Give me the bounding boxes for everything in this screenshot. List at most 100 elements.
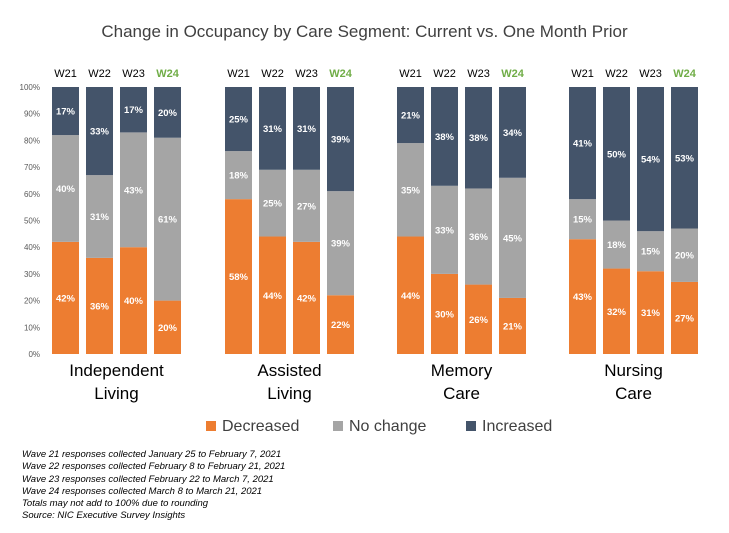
wave-label: W21 [399,68,422,80]
bar-data-label: 39% [331,239,351,250]
bar-segment-increased [259,87,286,170]
bar-segment-increased [431,87,458,186]
y-tick-label: 90% [24,110,40,119]
footnote: Source: NIC Executive Survey Insights [22,510,186,522]
y-tick-label: 10% [24,323,40,332]
bar-segment-decreased [671,281,698,354]
y-tick-label: 0% [28,350,40,359]
bar-data-label: 33% [435,225,455,236]
category-label: Care [615,384,652,403]
footnote: Wave 22 responses collected February 8 t… [22,461,286,473]
bar-segment-increased [499,87,526,178]
bar-data-label: 21% [503,321,523,332]
wave-label: W23 [467,68,490,80]
bar-segment-decreased [499,297,526,354]
category-label: Nursing [604,361,663,380]
bar-data-label: 43% [124,185,144,196]
bar-segment-no-change [154,137,181,301]
wave-label: W21 [227,68,250,80]
bar-data-label: 40% [124,296,144,307]
bar-segment-no-change [465,188,492,285]
bar-segment-increased [52,87,79,136]
bar-data-label: 31% [90,212,110,223]
bar-data-label: 38% [469,133,489,144]
bar-data-label: 53% [675,153,695,164]
y-tick-label: 20% [24,297,40,306]
bar-segment-no-change [603,220,630,269]
bar-data-label: 31% [641,308,661,319]
category-label: Assisted [257,361,321,380]
bar-data-label: 42% [297,293,317,304]
bar-segment-decreased [293,241,320,354]
bar-data-label: 45% [503,233,523,244]
bar-segment-no-change [397,143,424,237]
legend-swatch [206,421,216,431]
legend-label: No change [349,418,426,435]
bar-segment-increased [637,87,664,232]
bar-segment-decreased [86,257,113,354]
y-tick-label: 40% [24,243,40,252]
bar-segment-decreased [397,236,424,354]
bar-data-label: 61% [158,215,178,226]
wave-label: W23 [295,68,318,80]
bar-data-label: 17% [56,107,76,118]
bar-data-label: 20% [158,108,178,119]
bar-segment-increased [327,87,354,192]
wave-label: W22 [261,68,284,80]
y-tick-label: 50% [24,217,40,226]
bar-segment-decreased [225,199,252,354]
bar-data-label: 36% [90,301,110,312]
bar-data-label: 34% [503,128,523,139]
category-label: Memory [431,361,493,380]
y-tick-label: 60% [24,190,40,199]
footnotes: Wave 21 responses collected January 25 t… [22,449,285,523]
bar-segment-no-change [637,231,664,272]
bar-data-label: 25% [263,199,283,210]
category-label: Independent [69,361,164,380]
bar-segment-decreased [637,271,664,354]
bar-data-label: 15% [641,247,661,258]
wave-label: W21 [571,68,594,80]
bar-data-label: 44% [401,291,421,302]
bar-data-label: 39% [331,135,351,146]
bar-segment-increased [120,87,147,133]
bar-data-label: 25% [229,115,249,126]
wave-label: W22 [433,68,456,80]
bar-data-label: 21% [401,111,421,122]
bar-data-label: 20% [675,251,695,262]
bar-data-label: 50% [607,149,627,160]
bar-data-label: 30% [435,309,455,320]
bar-segment-increased [603,87,630,221]
bar-segment-decreased [569,239,596,354]
bar-segment-decreased [52,241,79,354]
bar-data-label: 54% [641,155,661,166]
wave-label: W24 [501,68,525,80]
bar-segment-increased [397,87,424,144]
bar-segment-increased [86,87,113,176]
chart-title: Change in Occupancy by Care Segment: Cur… [101,22,628,41]
bar-data-label: 35% [401,185,421,196]
bar-segment-no-change [431,185,458,274]
bar-data-label: 31% [297,124,317,135]
wave-label: W24 [156,68,180,80]
bar-data-label: 38% [435,132,455,143]
bar-data-label: 22% [331,320,351,331]
bar-segment-increased [225,87,252,152]
bar-data-label: 42% [56,293,76,304]
bar-data-label: 20% [158,323,178,334]
bar-segment-increased [465,87,492,189]
bar-data-label: 31% [263,124,283,135]
bar-segment-no-change [52,135,79,242]
footnote: Wave 21 responses collected January 25 t… [22,449,282,460]
wave-label: W23 [122,68,145,80]
bar-segment-increased [671,87,698,229]
bar-data-label: 32% [607,307,627,318]
bar-data-label: 43% [573,292,593,303]
category-label: Care [443,384,480,403]
bar-segment-decreased [603,268,630,354]
bar-segment-no-change [225,151,252,200]
bar-data-label: 18% [607,240,627,251]
bar-data-label: 41% [573,139,593,150]
legend-label: Decreased [222,418,299,435]
bar-segment-no-change [120,132,147,248]
